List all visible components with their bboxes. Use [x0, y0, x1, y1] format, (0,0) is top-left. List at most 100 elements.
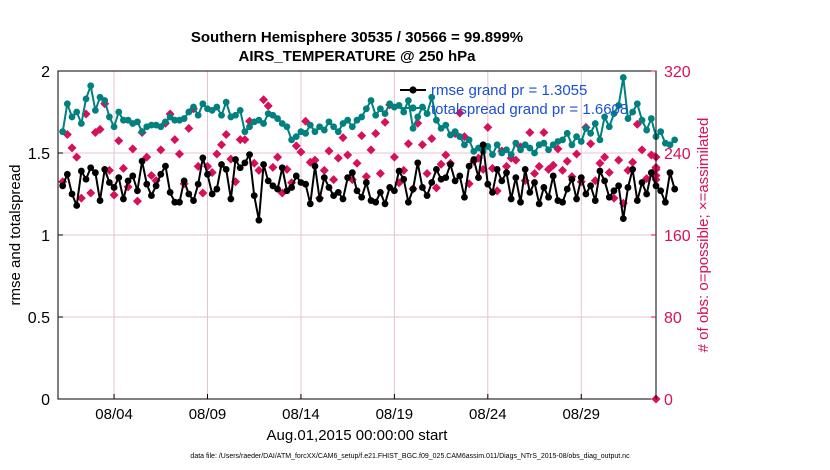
- totalspread-point: [493, 141, 501, 149]
- totalspread-point: [101, 97, 109, 104]
- rmse-point: [372, 198, 380, 206]
- rmse-point: [162, 162, 169, 170]
- rmse-point: [176, 198, 183, 206]
- totalspread-point: [362, 105, 370, 113]
- totalspread-point: [409, 124, 417, 132]
- rmse-point: [633, 197, 641, 204]
- rmse-point: [456, 172, 464, 180]
- rmse-point: [306, 200, 314, 208]
- ticks: 0 0.5 1 1.5 2 0 80 160 240 320 08/04 08/09 08/14 08/1…: [28, 64, 691, 423]
- rmse-point: [447, 161, 454, 168]
- rmse-point: [82, 175, 90, 183]
- rmse-point: [362, 179, 370, 186]
- totalspread-point: [68, 113, 76, 121]
- totalspread-point: [414, 113, 422, 121]
- obs-possible-marker: [431, 183, 441, 193]
- rmse-point: [208, 190, 216, 198]
- obs-possible-marker: [534, 161, 544, 171]
- legend-rmse-marker: [409, 86, 417, 94]
- rmse-point: [559, 198, 566, 206]
- totalspread-point: [134, 118, 141, 126]
- rmse-point: [400, 175, 408, 183]
- totalspread-point: [157, 123, 165, 131]
- rmse-point: [91, 169, 99, 177]
- obs-possible-marker: [212, 149, 222, 159]
- obs-possible-marker: [268, 162, 278, 172]
- rmse-point: [647, 169, 655, 177]
- rmse-point: [582, 190, 590, 198]
- totalspread-point: [148, 121, 155, 129]
- rmse-point: [316, 195, 324, 203]
- obs-possible-marker: [254, 165, 264, 175]
- obs-possible-marker: [357, 131, 367, 141]
- rmse-point: [428, 179, 436, 186]
- rmse-point: [395, 167, 403, 175]
- totalspread-point: [171, 116, 179, 124]
- totalspread-point: [91, 106, 99, 114]
- obs-possible-marker: [310, 155, 320, 165]
- totalspread-point: [260, 120, 267, 127]
- totalspread-point: [348, 123, 356, 131]
- totalspread-point: [573, 133, 580, 141]
- totalspread-point: [456, 133, 464, 141]
- totalspread-point: [63, 100, 71, 108]
- obs-possible-marker: [146, 171, 156, 181]
- obs-possible-marker: [109, 190, 119, 200]
- totalspread-point: [619, 74, 627, 81]
- rmse-point: [311, 162, 319, 170]
- obs-possible-marker: [502, 161, 511, 171]
- totalspread-point: [582, 124, 590, 132]
- obs-possible-marker: [361, 172, 371, 182]
- rmse-point: [129, 172, 137, 180]
- rmse-point: [348, 169, 356, 177]
- legend-totalspread-text: totalspread grand pr = 1.6608: [431, 101, 628, 118]
- totalspread-point: [545, 146, 552, 154]
- x-axis-label: Aug.01,2015 00:00:00 start: [267, 427, 449, 444]
- rmse-point: [605, 193, 613, 201]
- rmse-point: [414, 159, 422, 167]
- totalspread-point: [400, 108, 408, 116]
- totalspread-point: [213, 103, 221, 111]
- rmse-point: [419, 184, 426, 191]
- y-tick-label: 2: [41, 64, 50, 81]
- obs-possible-marker: [483, 122, 493, 132]
- rmse-point: [115, 174, 123, 182]
- obs-possible-marker: [184, 123, 194, 133]
- totalspread-point: [292, 133, 300, 141]
- totalspread-point: [503, 146, 510, 154]
- totalspread-point: [526, 144, 534, 152]
- rmse-point: [87, 164, 95, 172]
- obs-possible-marker: [600, 152, 610, 162]
- rmse-point: [465, 162, 473, 170]
- rmse-point: [110, 184, 118, 191]
- data-file-footnote: data file: /Users/raeder/DAI/ATM_forcXX/…: [190, 453, 630, 460]
- totalspread-point: [120, 116, 127, 124]
- legend-totalspread-marker: [409, 104, 417, 112]
- obs-possible-marker: [380, 117, 390, 127]
- rmse-point: [493, 166, 501, 173]
- totalspread-point: [517, 146, 524, 154]
- y-axis-label: rmse and totalspread: [7, 165, 24, 306]
- totalspread-point: [451, 128, 459, 136]
- totalspread-point: [629, 108, 637, 116]
- obs-possible-marker: [417, 140, 427, 150]
- obs-possible-marker: [343, 150, 353, 160]
- obs-possible-marker: [296, 147, 306, 157]
- totalspread-point: [311, 128, 319, 136]
- y-right-tick-label: 240: [664, 146, 691, 163]
- rmse-point: [96, 197, 104, 204]
- totalspread-point: [605, 123, 613, 131]
- rmse-point: [260, 161, 267, 168]
- y-right-tick-label: 160: [664, 228, 691, 245]
- totalspread-point: [334, 128, 342, 136]
- rmse-point: [381, 200, 389, 208]
- rmse-point: [134, 187, 141, 195]
- totalspread-point: [643, 126, 651, 134]
- x-tick-label: 08/24: [469, 406, 507, 423]
- obs-possible-marker: [291, 141, 301, 151]
- obs-possible-marker: [558, 165, 568, 175]
- obs-possible-marker: [525, 128, 535, 137]
- rmse-point: [241, 159, 249, 167]
- totalspread-point: [615, 102, 623, 109]
- rmse-point: [442, 174, 450, 182]
